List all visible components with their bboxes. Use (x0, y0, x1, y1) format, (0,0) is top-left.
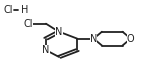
Text: N: N (55, 27, 63, 37)
Text: Cl: Cl (24, 19, 33, 29)
Text: O: O (127, 34, 135, 44)
Text: H: H (21, 5, 28, 15)
Text: N: N (90, 34, 97, 44)
Text: Cl: Cl (3, 5, 13, 15)
Text: N: N (42, 45, 50, 55)
